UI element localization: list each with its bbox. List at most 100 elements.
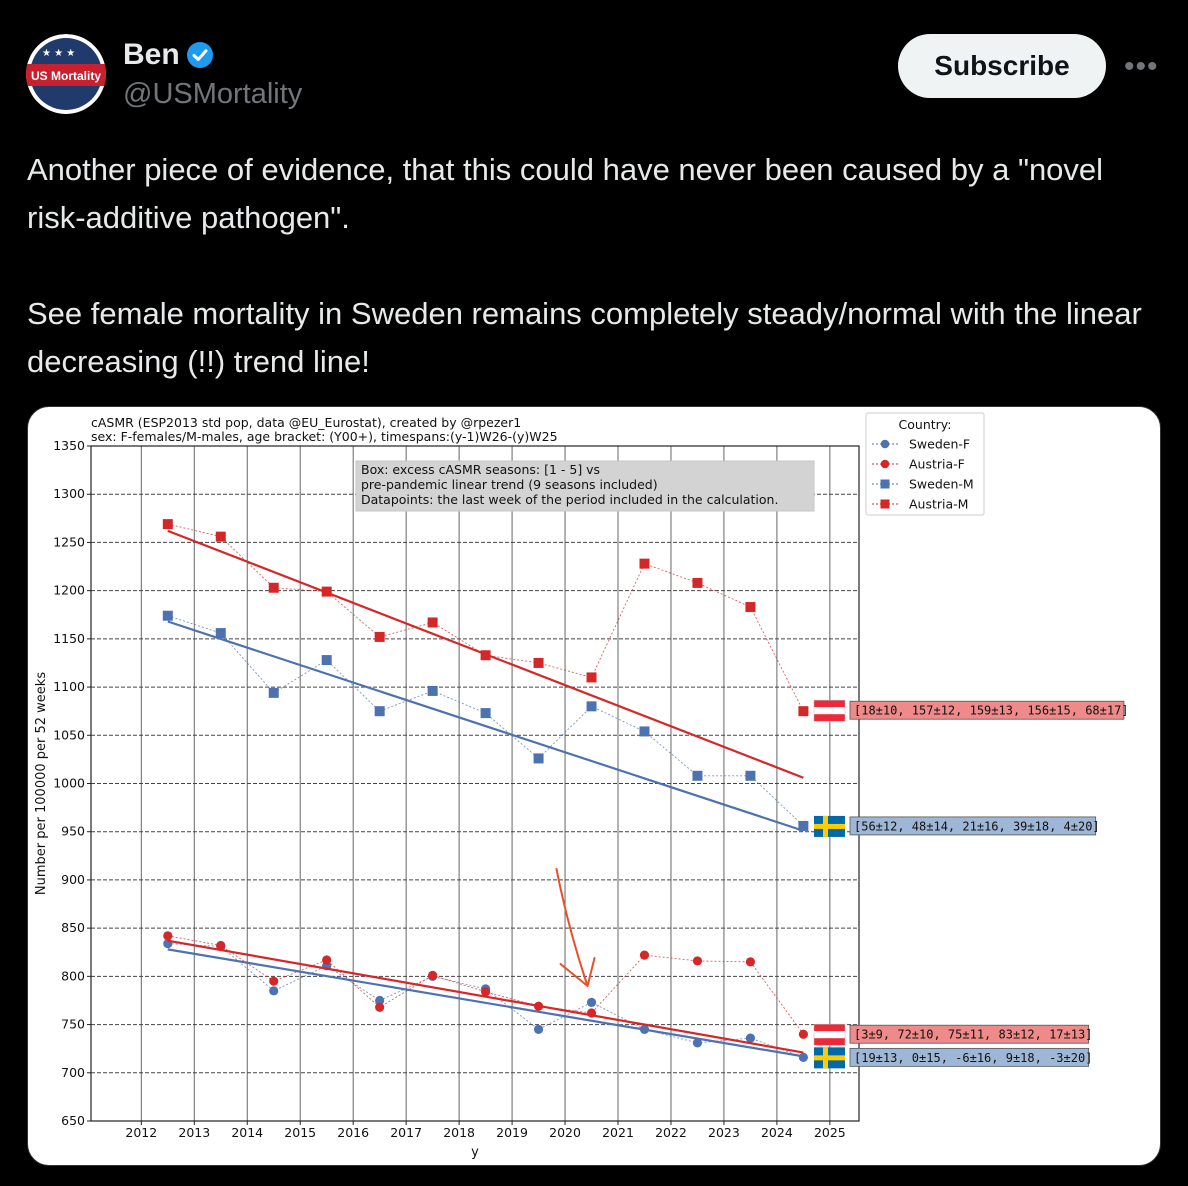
excess-box-background [849,1047,1090,1067]
annotation-box: Box: excess cASMR seasons: [1 - 5] vspre… [355,460,815,512]
x-tick-label: 2015 [284,1125,316,1140]
legend-marker [880,499,890,509]
x-tick-label: 2018 [443,1125,475,1140]
data-point [798,706,809,717]
data-point [216,940,226,951]
series-austria-m [162,519,809,779]
data-point [798,1052,808,1062]
excess-box-text: [3±9, 72±10, 75±11, 83±12, 17±13] [854,1028,1092,1042]
annotation-line: Datapoints: the last week of the period … [361,492,778,507]
x-tick-label: 2019 [496,1125,528,1140]
red-arrow-head [559,957,596,987]
y-tick-label: 950 [61,824,85,839]
data-point [268,582,279,593]
data-point [639,950,650,960]
y-tick-label: 1100 [53,679,85,694]
more-icon[interactable]: ••• [1124,50,1159,83]
data-point [480,650,491,661]
data-point [798,1029,808,1039]
data-point [639,558,650,569]
austria-flag-icon [813,1023,846,1046]
tweet-paragraph-2: See female mortality in Sweden remains c… [27,296,1142,379]
subscribe-button[interactable]: Subscribe [898,34,1106,98]
author-handle[interactable]: @USMortality [123,78,303,110]
x-axis-label: y [471,1145,479,1160]
author-name-row[interactable]: Ben [123,38,214,72]
y-tick-label: 750 [61,1017,85,1032]
data-point [427,685,438,696]
red-arrow-icon [555,868,589,987]
data-point [533,753,544,764]
y-tick-label: 1150 [53,631,85,646]
data-point [586,997,597,1007]
legend-label: Austria-F [909,457,965,472]
y-tick-label: 1200 [53,583,85,598]
y-axis-label: Number per 100000 per 52 weeks [34,672,49,895]
data-point [586,1008,597,1018]
data-point [268,687,279,698]
y-tick-label: 1350 [53,438,85,453]
x-tick-label: 2023 [708,1125,740,1140]
data-point [692,577,703,588]
data-point [427,617,438,628]
x-tick-label: 2022 [655,1125,687,1140]
legend: Country: Sweden-F Austria-F Sweden-M Austria… [865,412,985,516]
chart-image[interactable]: 2012 2013 2014 2015 2016 2017 2018 2019 2020 2021… [27,406,1161,1166]
y-tick-label: 1000 [53,776,85,791]
legend-marker [880,479,890,489]
sweden-flag-icon [814,1047,845,1069]
data-point [533,1024,544,1034]
x-tick-label: 2014 [231,1125,263,1140]
tweet-text: Another piece of evidence, that this cou… [27,146,1157,386]
data-point [745,602,756,613]
data-point [374,706,385,717]
data-point [215,531,226,542]
data-point [639,1024,650,1034]
svg-text:★ ★ ★: ★ ★ ★ [42,48,75,59]
legend-entry: Sweden-M [872,477,974,492]
y-tick-label: 700 [61,1065,85,1080]
chart-subtitle: sex: F-females/M-males, age bracket: (Y0… [91,429,558,444]
author-name[interactable]: Ben [123,38,180,71]
legend-title: Country: [899,417,952,432]
data-point [321,586,332,597]
legend-marker [880,459,890,469]
data-point [269,976,279,986]
legend-label: Austria-M [909,497,968,512]
excess-box-text: [56±12, 48±14, 21±16, 39±18, 4±20] [854,819,1100,833]
data-point [374,631,385,642]
y-tick-label: 850 [61,920,85,935]
legend-label: Sweden-M [909,477,974,492]
data-point [533,657,544,668]
data-point [798,820,809,831]
tweet-paragraph-1: Another piece of evidence, that this cou… [27,152,1104,235]
data-point [692,956,703,966]
x-tick-label: 2021 [602,1125,634,1140]
data-point [321,655,332,666]
x-tick-label: 2013 [178,1125,210,1140]
sweden-flag-icon [814,815,845,837]
mortality-chart: 2012 2013 2014 2015 2016 2017 2018 2019 2020 2021… [34,412,1129,1160]
x-tick-label: 2025 [814,1125,846,1140]
data-point [375,1002,385,1012]
data-point [269,986,279,996]
legend-frame [865,412,985,516]
data-point [639,726,650,737]
y-tick-label: 900 [61,872,85,887]
legend-label: Sweden-F [909,437,970,452]
plot-frame [90,445,860,1122]
excess-box: [3±9, 72±10, 75±11, 83±12, 17±13] [849,1024,1092,1044]
data-point [215,628,226,639]
avatar[interactable]: ★ ★ ★ US Mortality [26,34,106,114]
data-point [692,1038,703,1048]
trend-line [167,939,804,1054]
y-tick-label: 1300 [53,486,85,501]
legend-entry: Sweden-F [872,437,970,452]
x-tick-label: 2017 [390,1125,422,1140]
excess-box-background [849,700,1125,720]
data-point [586,672,597,683]
data-point [480,708,491,719]
data-point [428,970,438,980]
y-tick-label: 1250 [53,534,85,549]
data-point [692,770,703,781]
